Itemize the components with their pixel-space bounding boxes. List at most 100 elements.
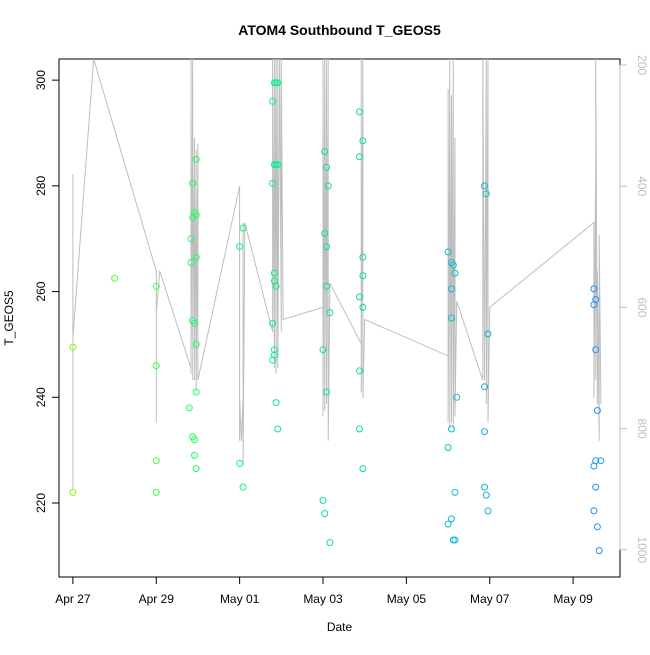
data-point <box>191 436 198 444</box>
y2-tick-label: 1000 <box>635 536 649 563</box>
data-point <box>451 536 459 544</box>
data-point <box>239 224 247 232</box>
data-point <box>590 285 598 293</box>
data-point <box>593 407 601 414</box>
x-tick-label: May 07 <box>470 592 510 606</box>
data-point <box>321 148 329 155</box>
y-tick-label: 300 <box>34 70 48 90</box>
data-point <box>326 539 334 547</box>
data-point <box>269 319 277 327</box>
data-point <box>481 182 488 190</box>
data-point <box>239 483 247 491</box>
data-point <box>321 229 329 237</box>
data-point <box>324 182 332 190</box>
data-point <box>185 404 193 412</box>
data-point <box>484 330 492 338</box>
data-point <box>319 496 327 504</box>
y-tick-label: 240 <box>34 387 48 407</box>
x-tick-label: May 05 <box>387 592 427 606</box>
data-point <box>323 163 330 171</box>
data-point <box>269 97 277 105</box>
data-point <box>451 488 459 496</box>
points-layer <box>69 79 605 555</box>
data-point <box>191 451 198 459</box>
data-point <box>448 285 455 293</box>
data-point <box>448 425 455 433</box>
data-point <box>236 459 244 467</box>
profile-line-layer <box>72 59 602 490</box>
data-point <box>323 282 330 290</box>
data-point <box>274 161 282 169</box>
data-point <box>272 399 280 407</box>
data-point <box>192 155 200 163</box>
y-tick-label: 260 <box>34 281 48 301</box>
data-point <box>448 314 455 322</box>
data-point <box>356 367 363 375</box>
data-point <box>192 253 200 261</box>
data-point <box>481 383 488 391</box>
data-point <box>595 547 603 555</box>
data-point <box>590 507 598 515</box>
data-point <box>187 235 195 243</box>
data-point <box>192 465 200 473</box>
data-point <box>481 483 488 491</box>
data-point <box>359 253 367 261</box>
data-point <box>593 523 601 531</box>
y2-axis: 200 400 600 800 1000 <box>619 55 649 563</box>
data-point <box>444 520 452 528</box>
x-tick-label: May 01 <box>220 592 260 606</box>
x-tick-label: Apr 27 <box>55 592 91 606</box>
data-point <box>111 274 119 282</box>
data-point <box>192 388 200 396</box>
chart-title: ATOM4 Southbound T_GEOS5 <box>238 22 441 38</box>
data-point <box>270 351 278 359</box>
data-point <box>323 243 330 251</box>
x-axis-label: Date <box>327 620 353 634</box>
data-point <box>592 457 600 465</box>
data-point <box>192 211 200 219</box>
data-point <box>192 340 200 348</box>
y-axis: 220 240 260 280 300 <box>34 70 60 513</box>
data-point <box>323 388 330 396</box>
x-tick-label: Apr 29 <box>139 592 175 606</box>
data-point <box>484 507 492 515</box>
data-point <box>448 515 455 523</box>
data-point <box>359 272 367 280</box>
y2-tick-label: 200 <box>635 55 649 75</box>
y2-tick-label: 600 <box>635 297 649 317</box>
data-point <box>592 296 600 303</box>
data-point <box>270 346 278 354</box>
data-point <box>592 346 600 354</box>
data-point <box>152 457 160 465</box>
data-point <box>482 190 490 198</box>
data-point <box>274 79 282 87</box>
data-point <box>319 346 327 354</box>
y-axis-label: T_GEOS5 <box>2 290 16 346</box>
data-point <box>356 293 363 301</box>
data-point <box>269 179 277 187</box>
data-point <box>152 282 160 290</box>
data-point <box>236 243 244 251</box>
data-point <box>482 491 490 499</box>
data-point <box>152 488 160 496</box>
data-point <box>444 248 452 256</box>
data-point <box>152 362 160 370</box>
data-point <box>270 269 278 277</box>
data-point <box>69 488 77 496</box>
y-tick-label: 280 <box>34 176 48 196</box>
data-point <box>69 343 77 351</box>
data-point <box>356 153 363 161</box>
data-point <box>359 303 367 311</box>
data-point <box>592 483 600 491</box>
data-point <box>321 510 329 518</box>
data-point <box>356 108 363 116</box>
data-point <box>187 259 195 266</box>
y2-tick-label: 800 <box>635 419 649 439</box>
data-point <box>274 425 282 433</box>
data-point <box>451 269 459 277</box>
y2-tick-label: 400 <box>635 176 649 196</box>
data-point <box>359 137 367 145</box>
data-point <box>481 428 488 436</box>
data-point <box>326 309 334 317</box>
